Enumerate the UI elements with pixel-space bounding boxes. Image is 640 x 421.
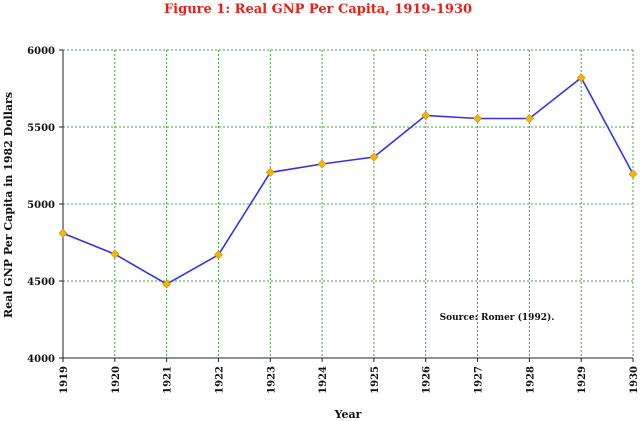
chart-title: Figure 1: Real GNP Per Capita, 1919-1930 (164, 2, 472, 17)
x-axis-label: Year (334, 408, 362, 421)
axes (59, 49, 634, 362)
y-tick-label: 5500 (27, 123, 55, 134)
x-tick-label: 1920 (111, 366, 122, 394)
data-point (524, 114, 534, 123)
data-point (162, 279, 172, 289)
y-axis-label: Real GNP Per Capita in 1982 Dollars (2, 92, 15, 318)
grid (63, 49, 634, 358)
x-tick-label: 1919 (59, 366, 70, 394)
x-tick-label: 1928 (525, 366, 536, 394)
y-tick-labels: 4000 4500 5000 5500 6000 (27, 46, 55, 365)
data-point (473, 114, 482, 123)
x-tick-label: 1926 (422, 366, 433, 394)
source-note: Source: Romer (1992). (440, 312, 555, 323)
data-point (628, 169, 638, 179)
data-point (110, 249, 120, 259)
x-tick-label: 1921 (163, 366, 174, 394)
x-tick-label: 1922 (214, 366, 225, 394)
data-point (265, 168, 275, 177)
x-tick-label: 1924 (318, 366, 329, 394)
x-tick-label: 1925 (370, 366, 381, 394)
data-point (317, 159, 327, 169)
data-point (214, 250, 223, 260)
data-point (576, 73, 586, 83)
x-tick-label: 1927 (474, 366, 485, 394)
x-tick-label: 1923 (266, 366, 277, 394)
x-tick-label: 1930 (629, 366, 640, 394)
y-tick-label: 4000 (27, 354, 55, 365)
data-point (421, 111, 431, 120)
series-line (62, 76, 634, 286)
marker-group (58, 73, 638, 289)
data-point (58, 228, 68, 238)
y-tick-label: 6000 (27, 46, 55, 57)
data-point (369, 152, 379, 162)
x-tick-labels: 1919 1920 1921 1922 1923 1924 1925 1926 1927 1928… (59, 366, 640, 394)
y-tick-label: 5000 (27, 200, 55, 211)
series-line-group (62, 76, 634, 286)
y-tick-label: 4500 (27, 277, 55, 288)
x-tick-label: 1929 (577, 366, 588, 394)
